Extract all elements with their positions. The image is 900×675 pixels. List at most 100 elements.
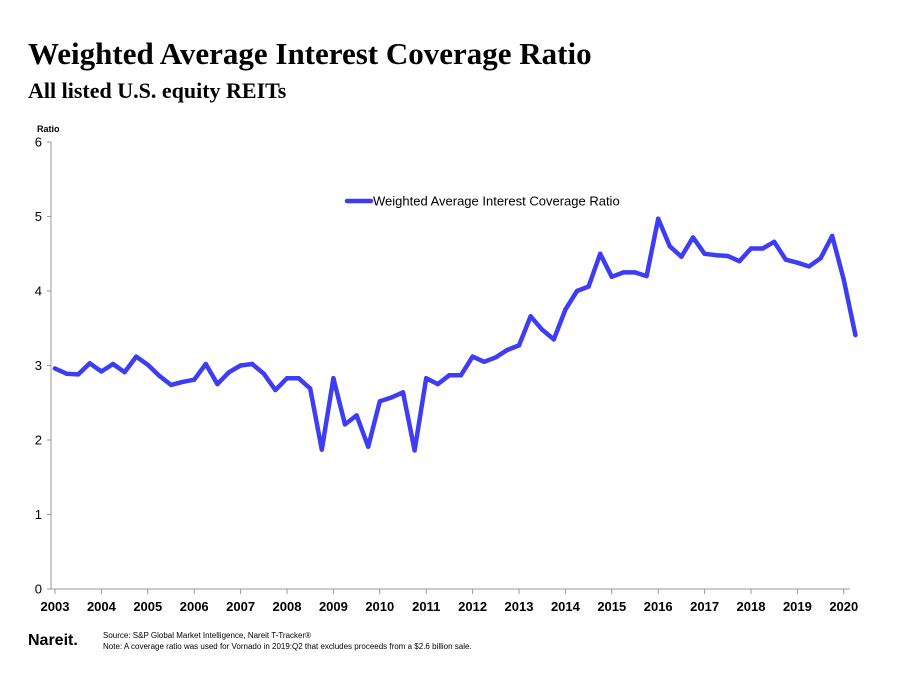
data-point (215, 381, 220, 387)
data-point (505, 347, 510, 353)
x-tick-label: 2013 (505, 599, 534, 614)
data-point (679, 254, 684, 259)
data-point (737, 259, 742, 264)
data-point (458, 373, 464, 378)
data-point (806, 264, 812, 269)
data-point (667, 244, 672, 249)
data-point (783, 257, 788, 262)
data-point (134, 354, 139, 359)
data-point (656, 216, 661, 221)
y-tick-label: 3 (35, 358, 42, 373)
x-tick-label: 2003 (41, 599, 70, 614)
x-tick-label: 2018 (737, 599, 766, 614)
x-tick-label: 2005 (133, 599, 162, 614)
x-tick-label: 2020 (829, 599, 858, 614)
chart-title: Weighted Average Interest Coverage Ratio (28, 36, 592, 71)
x-tick-label: 2007 (226, 599, 255, 614)
data-point (319, 447, 324, 452)
data-point (586, 284, 591, 289)
data-point (157, 373, 162, 379)
data-point (563, 307, 568, 312)
y-tick-label: 6 (35, 135, 42, 150)
data-point (424, 376, 429, 381)
x-tick-label: 2016 (644, 599, 673, 614)
data-point (644, 273, 649, 279)
data-point (528, 314, 533, 319)
data-point (760, 246, 765, 251)
source-note: Source: S&P Global Market Intelligence, … (103, 631, 312, 640)
data-point (621, 270, 626, 275)
y-tick-label: 4 (35, 284, 42, 299)
data-point (493, 355, 498, 360)
x-tick-label: 2014 (551, 599, 581, 614)
data-point (168, 382, 174, 388)
data-point (609, 274, 614, 279)
x-tick-label: 2006 (180, 599, 209, 614)
data-point (203, 361, 208, 367)
data-point (261, 371, 266, 376)
data-point (540, 327, 545, 332)
x-tick-label: 2009 (319, 599, 348, 614)
data-point (400, 390, 406, 395)
data-point (389, 395, 394, 400)
x-tick-label: 2008 (273, 599, 302, 614)
data-point (296, 376, 301, 381)
data-point (598, 251, 603, 256)
data-point (250, 361, 255, 367)
data-point (818, 256, 823, 261)
data-point (238, 363, 243, 368)
data-point (308, 386, 313, 391)
y-tick-label: 1 (35, 507, 42, 522)
x-tick-label: 2017 (690, 599, 719, 614)
chart-subtitle: All listed U.S. equity REITs (28, 78, 287, 103)
data-point (470, 354, 475, 359)
data-point (830, 233, 835, 239)
data-point (690, 235, 696, 240)
data-point (87, 361, 93, 366)
data-point (64, 371, 69, 376)
y-tick-label: 0 (35, 582, 42, 597)
footnote: Note: A coverage ratio was used for Vorn… (103, 642, 472, 651)
data-point (110, 361, 116, 367)
y-tick-label: 5 (35, 209, 42, 224)
legend-label: Weighted Average Interest Coverage Ratio (373, 194, 620, 209)
data-point (412, 448, 417, 453)
x-tick-label: 2015 (597, 599, 626, 614)
data-point (516, 343, 522, 348)
data-point (122, 370, 127, 375)
data-point (551, 337, 556, 342)
y-tick-label: 2 (35, 433, 42, 448)
series-layer (52, 216, 858, 453)
x-tick-label: 2010 (365, 599, 394, 614)
data-point (748, 246, 754, 251)
x-tick-label: 2011 (412, 599, 440, 614)
data-point (853, 332, 858, 338)
y-axis-label: Ratio (37, 124, 60, 134)
x-tick-label: 2012 (458, 599, 487, 614)
x-tick-label: 2019 (783, 599, 812, 614)
nareit-logo: Nareit. (28, 632, 78, 649)
data-point (435, 381, 440, 387)
data-point (841, 277, 846, 282)
data-point (377, 399, 382, 404)
data-point (226, 370, 232, 375)
data-point (284, 376, 290, 381)
data-point (447, 373, 452, 378)
data-point (772, 239, 777, 244)
data-point (354, 413, 359, 418)
data-point (145, 362, 150, 367)
data-point (795, 260, 800, 265)
data-point (99, 369, 104, 374)
data-point (702, 251, 707, 256)
data-point (342, 422, 348, 427)
data-point (52, 366, 58, 371)
x-tick-label: 2004 (87, 599, 117, 614)
data-point (482, 359, 487, 364)
data-point (273, 387, 278, 393)
data-point (366, 444, 371, 449)
data-point (632, 270, 638, 275)
footer-notes: Source: S&P Global Market Intelligence, … (103, 630, 472, 652)
data-point (180, 379, 185, 385)
data-point (331, 376, 336, 381)
